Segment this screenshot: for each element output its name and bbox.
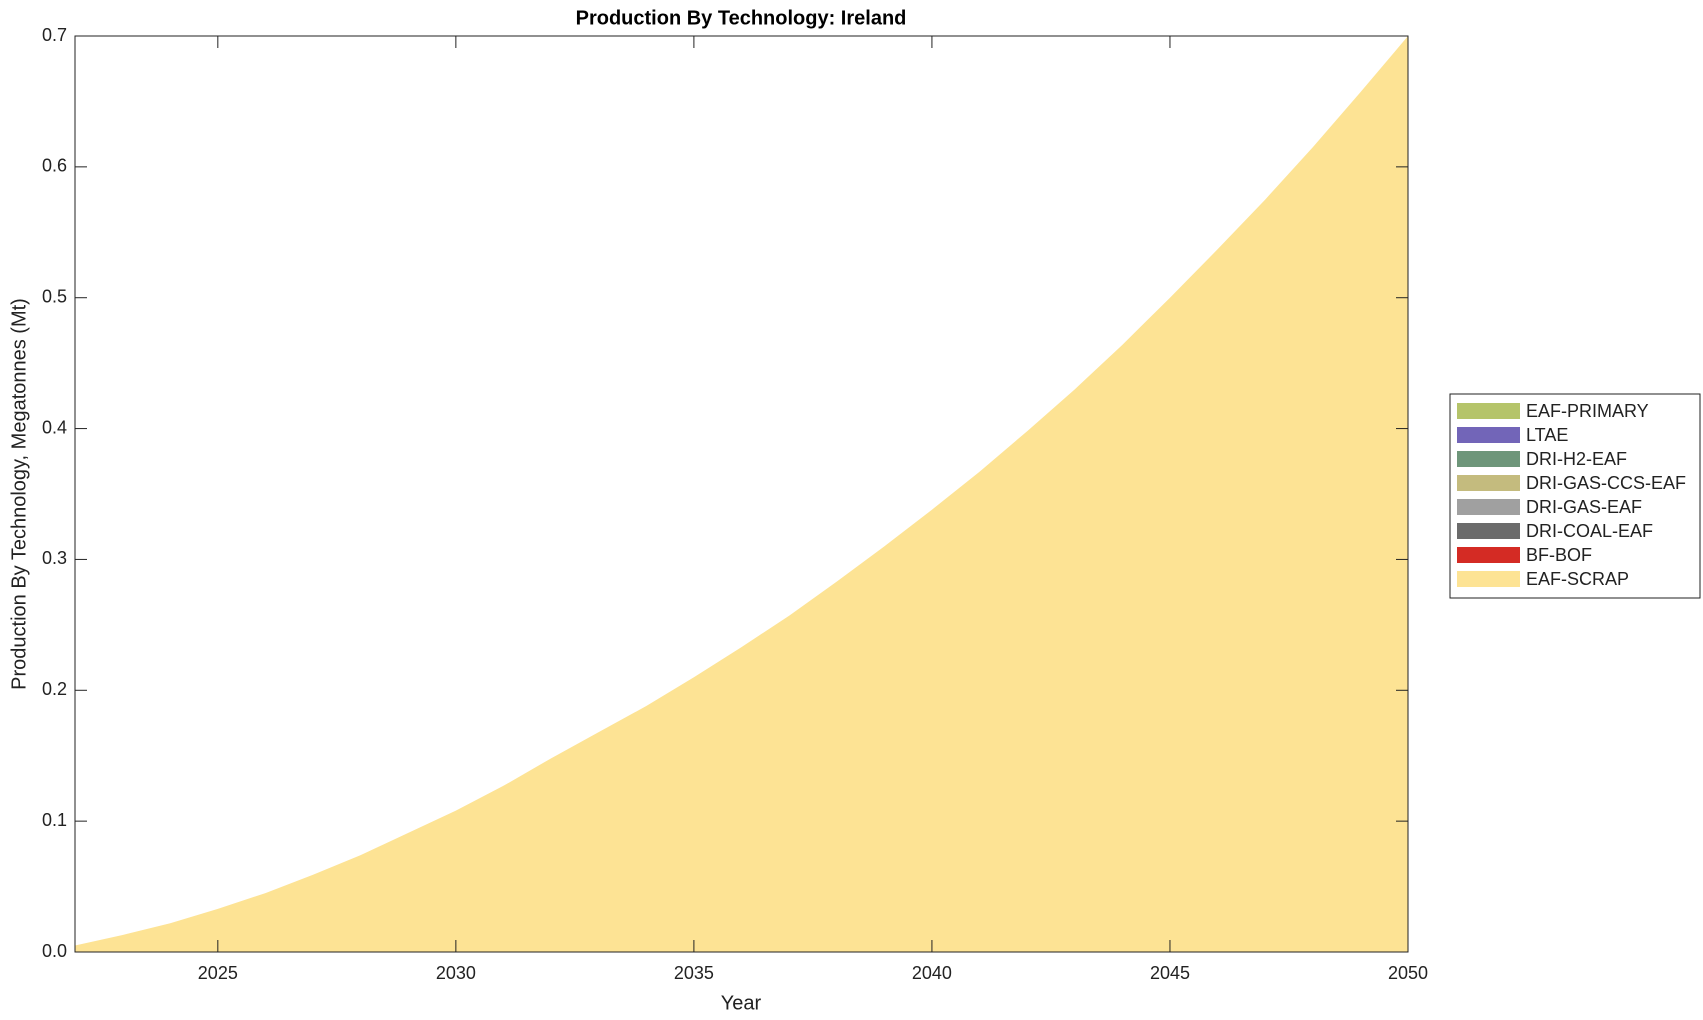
x-tick-label: 2045 (1150, 963, 1190, 983)
legend-swatch (1457, 403, 1520, 419)
x-axis-label: Year (721, 992, 762, 1014)
y-tick-label: 0.3 (42, 548, 67, 568)
x-tick-label: 2035 (674, 963, 714, 983)
y-tick-label: 0.2 (42, 679, 67, 699)
y-tick-label: 0.1 (42, 810, 67, 830)
legend-swatch (1457, 523, 1520, 539)
y-tick-label: 0.6 (42, 156, 67, 176)
chart-title: Production By Technology: Ireland (576, 7, 907, 29)
y-tick-label: 0.5 (42, 286, 67, 306)
legend-label: DRI-GAS-EAF (1526, 497, 1642, 517)
legend-swatch (1457, 451, 1520, 467)
legend-label: BF-BOF (1526, 545, 1592, 565)
legend-swatch (1457, 475, 1520, 491)
legend-label: EAF-PRIMARY (1526, 401, 1649, 421)
x-tick-label: 2050 (1388, 963, 1428, 983)
legend-swatch (1457, 547, 1520, 563)
legend-swatch (1457, 499, 1520, 515)
y-tick-label: 0.7 (42, 25, 67, 45)
x-tick-label: 2040 (912, 963, 952, 983)
y-tick-label: 0.4 (42, 417, 67, 437)
legend-swatch (1457, 427, 1520, 443)
legend-label: DRI-GAS-CCS-EAF (1526, 473, 1686, 493)
y-tick-label: 0.0 (42, 941, 67, 961)
area (75, 36, 1408, 952)
legend-label: LTAE (1526, 425, 1568, 445)
legend-swatch (1457, 571, 1520, 587)
y-axis-label: Production By Technology, Megatonnes (Mt… (8, 298, 30, 690)
x-tick-label: 2030 (436, 963, 476, 983)
plot-frame (74, 35, 1409, 953)
legend-label: DRI-COAL-EAF (1526, 521, 1653, 541)
legend-label: DRI-H2-EAF (1526, 449, 1627, 469)
legend-label: EAF-SCRAP (1526, 569, 1629, 589)
x-tick-label: 2025 (198, 963, 238, 983)
